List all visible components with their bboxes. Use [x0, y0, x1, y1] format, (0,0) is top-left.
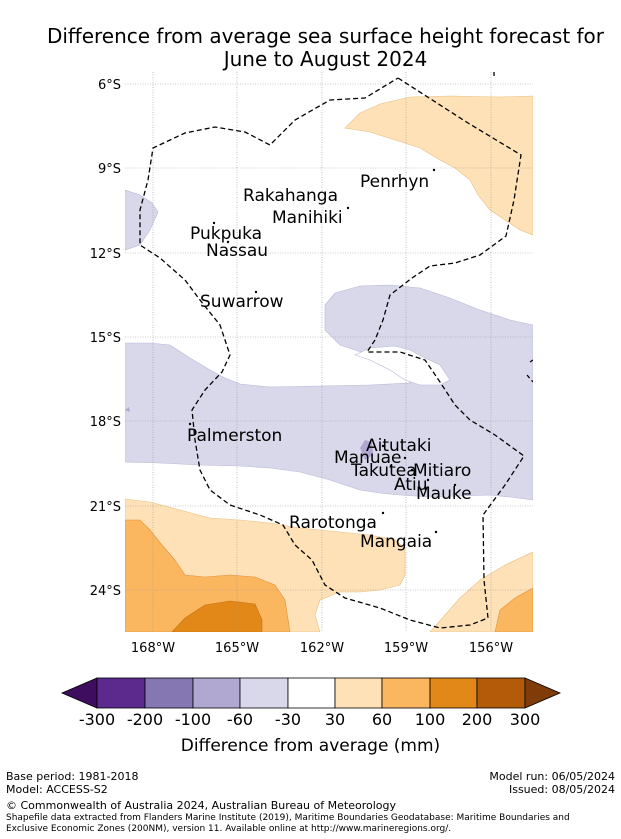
lat-label: 24°S — [90, 584, 121, 599]
lat-label: 6°S — [98, 78, 121, 93]
colorbar-bin — [381, 677, 431, 709]
anomaly-spot-darker — [360, 440, 373, 460]
colorbar-tick-label: -30 — [275, 710, 301, 729]
anomaly-region-neutral-hole — [354, 345, 451, 386]
lat-axis: 6°S 9°S 12°S 15°S 18°S 21°S 24°S — [90, 78, 121, 599]
title-line-2: June to August 2024 — [223, 47, 428, 71]
colorbar-bin — [144, 677, 194, 709]
place-label-pukpuka: Pukpuka — [190, 224, 262, 244]
place-labels: Penrhyn Rakahanga Manihiki Pukpuka Nassa… — [187, 172, 472, 552]
colorbar-tick-label: -60 — [227, 710, 253, 729]
colorbar-tick-label: 30 — [325, 710, 345, 729]
footer-issued: Issued: 08/05/2024 — [508, 783, 615, 796]
colorbar-tick-label: 300 — [510, 710, 541, 729]
footer-copyright: © Commonwealth of Australia 2024, Austra… — [6, 799, 396, 812]
colorbar-labels: -300 -200 -100 -60 -30 30 60 100 200 300 — [79, 710, 540, 729]
title-line-1: Difference from average sea surface heig… — [46, 24, 605, 48]
colorbar-tick-label: 100 — [415, 710, 446, 729]
footer-base-period: Base period: 1981-2018 — [6, 770, 139, 783]
place-label-takutea: Takutea — [350, 461, 417, 481]
colorbar-tick-label: 200 — [462, 710, 493, 729]
eez-stub-east-2 — [529, 359, 533, 363]
colorbar-bin — [476, 677, 526, 709]
place-label-aitutaki: Aitutaki — [366, 436, 431, 456]
footer-shapefile-line-2: Exclusive Economic Zones (200NM), versio… — [6, 824, 452, 834]
footer-shapefile-line-1: Shapefile data extracted from Flanders M… — [6, 813, 570, 823]
anomaly-region-negative-w — [125, 189, 159, 251]
place-label-mangaia: Mangaia — [360, 532, 432, 552]
colorbar-bin — [239, 677, 289, 709]
colorbar-title: Difference from average (mm) — [180, 736, 441, 756]
colorbar-tick-label: 60 — [372, 710, 392, 729]
colorbar — [60, 677, 562, 709]
place-label-rakahanga: Rakahanga — [243, 186, 338, 206]
lat-label: 18°S — [90, 415, 121, 430]
lon-label: 156°W — [469, 641, 513, 656]
gridlines — [125, 72, 533, 632]
anomaly-region-positive-sw-dark — [171, 600, 263, 632]
place-label-atiu: Atiu — [394, 475, 428, 495]
place-label-penrhyn: Penrhyn — [360, 172, 429, 192]
colorbar-tick-label: -200 — [127, 710, 163, 729]
map-title: Difference from average sea surface heig… — [0, 25, 621, 71]
place-label-palmerston: Palmerston — [187, 426, 282, 446]
anomaly-region-negative-band — [125, 284, 533, 501]
colorbar-bin — [96, 677, 146, 709]
island-dots — [188, 168, 457, 534]
colorbar-bin — [287, 677, 336, 709]
eez-boundary — [139, 77, 525, 629]
lat-label: 15°S — [90, 331, 121, 346]
lon-label: 165°W — [215, 641, 259, 656]
place-label-mitiaro: Mitiaro — [413, 461, 471, 481]
place-label-suwarrow: Suwarrow — [200, 292, 284, 312]
eez-stub-east — [526, 374, 533, 383]
place-label-rarotonga: Rarotonga — [289, 513, 377, 533]
anomaly-region-positive-ne — [344, 95, 533, 236]
lon-label: 159°W — [384, 641, 428, 656]
colorbar-extend-high — [524, 677, 562, 709]
lat-label: 9°S — [98, 162, 121, 177]
map-field — [125, 72, 533, 632]
anomaly-spot-small — [125, 407, 130, 412]
lon-label: 168°W — [131, 641, 175, 656]
anomaly-region-positive-se-medium — [494, 587, 533, 632]
place-label-manihiki: Manihiki — [272, 208, 343, 228]
lat-label: 21°S — [90, 500, 121, 515]
colorbar-bin — [192, 677, 241, 709]
colorbar-tick-label: -100 — [175, 710, 211, 729]
lat-label: 12°S — [90, 247, 121, 262]
footer-model: Model: ACCESS-S2 — [6, 783, 108, 796]
colorbar-bin — [429, 677, 478, 709]
place-label-mauke: Mauke — [416, 484, 472, 504]
colorbar-tick-label: -300 — [79, 710, 115, 729]
footer-model-run: Model run: 06/05/2024 — [489, 770, 615, 783]
place-label-nassau: Nassau — [206, 241, 268, 261]
colorbar-extend-low — [60, 677, 98, 709]
place-label-manuae: Manuae — [334, 448, 402, 468]
lon-label: 162°W — [300, 641, 344, 656]
colorbar-bin — [334, 677, 383, 709]
lon-axis: 168°W 165°W 162°W 159°W 156°W — [131, 641, 513, 656]
